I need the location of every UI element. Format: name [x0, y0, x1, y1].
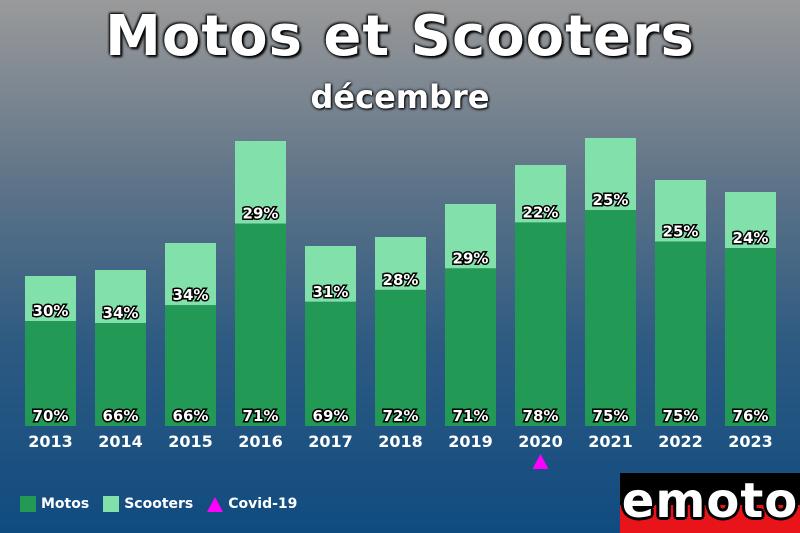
label-motos-2020: 78%: [523, 407, 559, 425]
bar-motos-2020: [515, 222, 566, 426]
bar-motos-2018: [375, 289, 426, 426]
x-tick-2013: 2013: [28, 432, 73, 451]
covid-triangle-icon: [207, 496, 224, 512]
x-tick-2022: 2022: [658, 432, 703, 451]
legend: Motos Scooters Covid-19: [20, 496, 311, 512]
label-motos-2013: 70%: [33, 407, 69, 425]
x-tick-2023: 2023: [728, 432, 773, 451]
x-tick-2015: 2015: [168, 432, 213, 451]
label-motos-2019: 71%: [453, 407, 489, 425]
label-motos-2023: 76%: [733, 407, 769, 425]
x-tick-2019: 2019: [448, 432, 493, 451]
label-scooters-2022: 25%: [663, 223, 699, 241]
bar-motos-2014: [95, 323, 146, 426]
label-scooters-2015: 34%: [173, 286, 209, 304]
x-tick-2016: 2016: [238, 432, 283, 451]
bar-scooters-2019: [445, 204, 496, 269]
bar-motos-2023: [725, 248, 776, 426]
label-scooters-2019: 29%: [453, 249, 489, 267]
bar-scooters-2020: [515, 165, 566, 223]
legend-label-scooters: Scooters: [124, 496, 194, 512]
x-tick-2014: 2014: [98, 432, 143, 451]
label-scooters-2020: 22%: [523, 203, 559, 221]
label-motos-2016: 71%: [243, 407, 279, 425]
label-motos-2017: 69%: [313, 407, 349, 425]
bar-motos-2013: [25, 321, 76, 426]
x-tick-2017: 2017: [308, 432, 353, 451]
legend-item-motos: Motos: [20, 496, 89, 512]
bar-motos-2017: [305, 301, 356, 426]
bar-scooters-2016: [235, 141, 286, 224]
covid-marker-2020: [532, 454, 549, 469]
legend-swatch-scooters: [103, 496, 120, 512]
chart-subtitle: décembre: [310, 78, 490, 116]
emoto-logo: emoto: [620, 473, 800, 533]
label-motos-2021: 75%: [593, 407, 629, 425]
label-motos-2018: 72%: [383, 407, 419, 425]
legend-swatch-motos: [20, 496, 36, 512]
bar-scooters-2018: [375, 237, 426, 290]
label-motos-2014: 66%: [103, 407, 139, 425]
chart-title: Motos et Scooters: [105, 4, 695, 69]
bar-motos-2021: [585, 210, 636, 426]
label-scooters-2018: 28%: [383, 271, 419, 289]
bar-scooters-2022: [655, 180, 706, 242]
label-motos-2015: 66%: [173, 407, 209, 425]
label-scooters-2021: 25%: [593, 191, 629, 209]
legend-label-covid: Covid-19: [228, 496, 298, 512]
bar-motos-2015: [165, 305, 216, 426]
bar-scooters-2023: [725, 192, 776, 249]
bar-motos-2019: [445, 268, 496, 426]
logo-text: emoto: [621, 473, 799, 529]
label-scooters-2017: 31%: [313, 283, 349, 301]
bar-scooters-2014: [95, 270, 146, 324]
label-scooters-2013: 30%: [33, 302, 69, 320]
bar-motos-2022: [655, 241, 706, 426]
legend-item-scooters: Scooters: [103, 496, 193, 512]
x-tick-2020: 2020: [518, 432, 563, 451]
x-tick-2018: 2018: [378, 432, 423, 451]
bar-scooters-2015: [165, 243, 216, 306]
bar-scooters-2013: [25, 276, 76, 321]
bar-scooters-2017: [305, 246, 356, 302]
legend-item-covid: Covid-19: [207, 496, 297, 512]
bar-scooters-2021: [585, 138, 636, 210]
label-motos-2022: 75%: [663, 407, 699, 425]
label-scooters-2016: 29%: [243, 205, 279, 223]
label-scooters-2014: 34%: [103, 304, 139, 322]
legend-label-motos: Motos: [41, 496, 90, 512]
bar-motos-2016: [235, 223, 286, 426]
x-tick-2021: 2021: [588, 432, 633, 451]
label-scooters-2023: 24%: [733, 229, 769, 247]
